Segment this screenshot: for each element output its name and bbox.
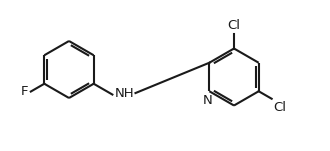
- Text: N: N: [203, 94, 213, 107]
- Text: F: F: [21, 85, 28, 98]
- Text: NH: NH: [115, 87, 135, 100]
- Text: Cl: Cl: [227, 19, 241, 32]
- Text: Cl: Cl: [273, 101, 286, 114]
